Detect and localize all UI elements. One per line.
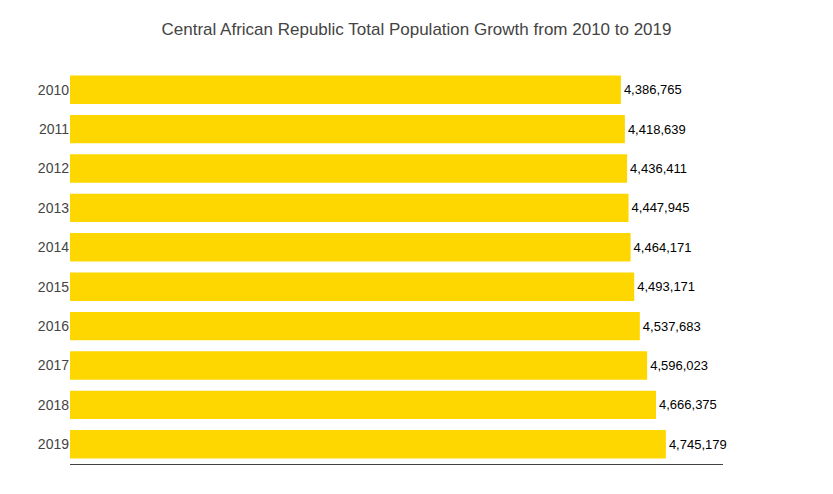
svg-text:4,436,411: 4,436,411 <box>630 161 687 176</box>
svg-text:4,666,375: 4,666,375 <box>659 397 717 412</box>
svg-text:2017: 2017 <box>38 357 69 373</box>
svg-text:2014: 2014 <box>38 239 69 255</box>
svg-text:4,418,639: 4,418,639 <box>628 122 686 137</box>
svg-text:4,745,179: 4,745,179 <box>669 437 727 452</box>
svg-text:4,493,171: 4,493,171 <box>637 279 695 294</box>
svg-text:2011: 2011 <box>39 121 69 137</box>
svg-text:2012: 2012 <box>38 160 69 176</box>
svg-text:2010: 2010 <box>38 82 69 98</box>
svg-text:2013: 2013 <box>38 200 69 216</box>
svg-text:2016: 2016 <box>38 318 69 334</box>
svg-text:2018: 2018 <box>38 397 69 413</box>
svg-text:4,386,765: 4,386,765 <box>624 82 682 97</box>
svg-text:4,447,945: 4,447,945 <box>632 200 690 215</box>
svg-text:4,596,023: 4,596,023 <box>650 358 708 373</box>
svg-text:4,464,171: 4,464,171 <box>634 240 692 255</box>
svg-text:2019: 2019 <box>38 436 69 452</box>
svg-text:4,537,683: 4,537,683 <box>643 319 701 334</box>
svg-text:Central African Republic Total: Central African Republic Total Populatio… <box>162 20 672 39</box>
svg-text:2015: 2015 <box>38 279 69 295</box>
